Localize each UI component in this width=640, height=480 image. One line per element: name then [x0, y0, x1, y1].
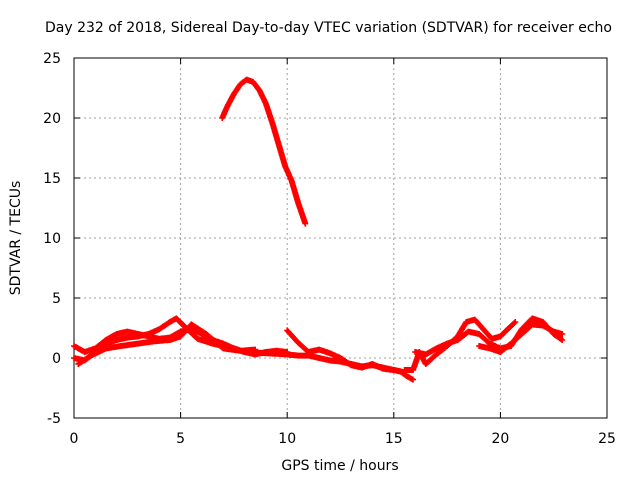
- data-points: [71, 76, 566, 383]
- series-satellite-arc-2: [71, 326, 291, 358]
- y-tick-label: 10: [43, 231, 61, 247]
- x-axis-label: GPS time / hours: [281, 458, 398, 474]
- y-tick-label: 20: [43, 111, 61, 127]
- y-tick-label: -5: [47, 411, 61, 427]
- x-tick-label: 15: [385, 431, 403, 447]
- data-point-markers: [75, 321, 259, 367]
- data-point-markers: [476, 321, 566, 355]
- y-tick-label: 25: [43, 51, 61, 67]
- x-tick-label: 10: [278, 431, 296, 447]
- series-satellite-arc-3: [75, 321, 259, 367]
- y-axis: -5 0 5 10 15 20 25: [43, 51, 607, 427]
- data-point-markers: [71, 326, 291, 358]
- x-tick-label: 25: [598, 431, 616, 447]
- x-axis: 0 5 10 15 20 25: [70, 58, 616, 447]
- series-satellite-arc-9: [476, 321, 566, 355]
- y-tick-label: 15: [43, 171, 61, 187]
- y-tick-label: 5: [52, 291, 61, 307]
- data-point-markers: [284, 351, 408, 376]
- y-axis-label: SDTVAR / TECUs: [8, 181, 24, 296]
- series-satellite-arc-6: [284, 351, 408, 376]
- series-satellite-arc-4: [219, 76, 309, 227]
- x-tick-label: 20: [491, 431, 509, 447]
- data-point-markers: [219, 76, 309, 227]
- x-tick-label: 0: [70, 431, 79, 447]
- x-tick-label: 5: [176, 431, 185, 447]
- y-tick-label: 0: [52, 351, 61, 367]
- chart-title: Day 232 of 2018, Sidereal Day-to-day VTE…: [45, 20, 612, 36]
